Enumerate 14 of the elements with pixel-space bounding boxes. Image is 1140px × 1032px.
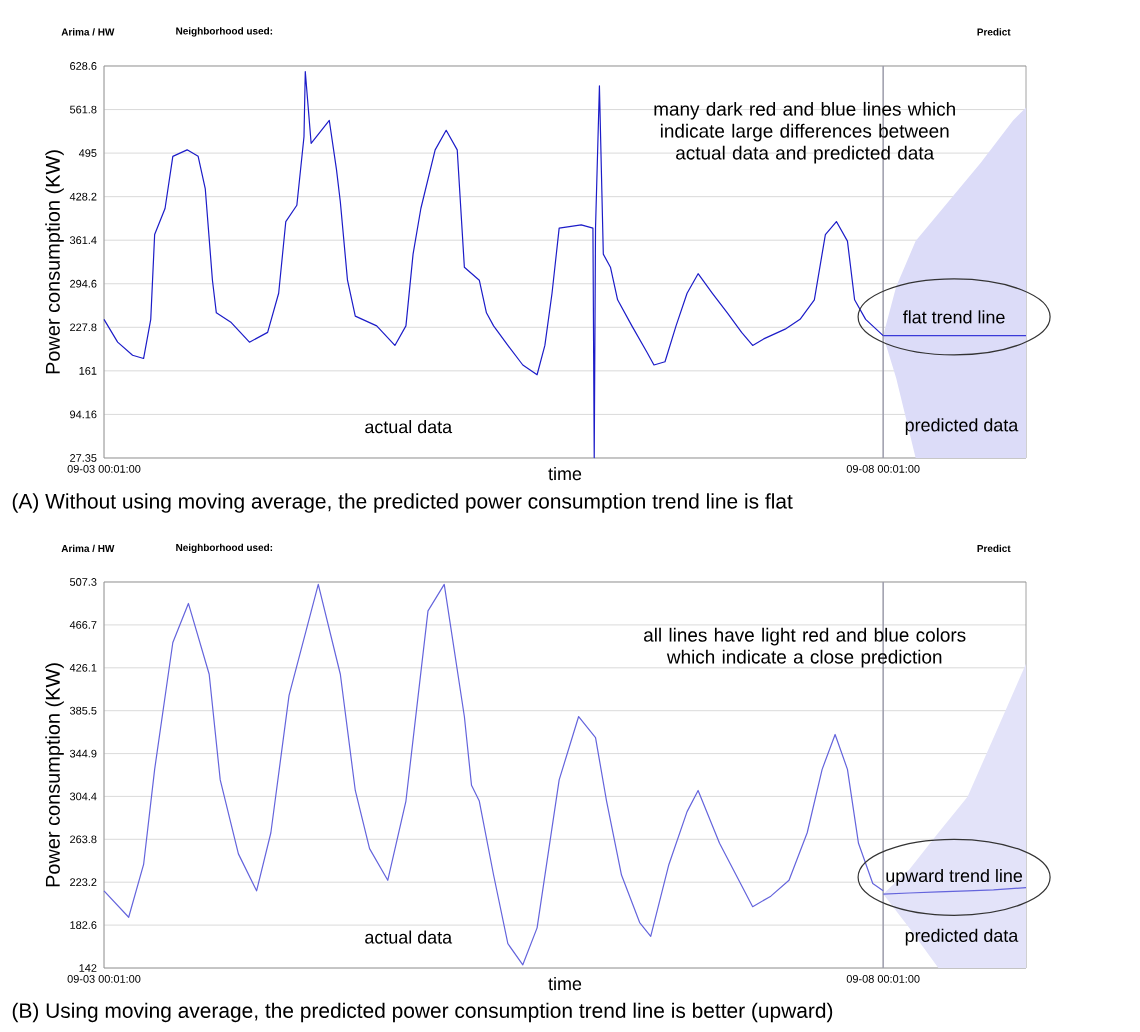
annotation: actual data [365,420,453,434]
annotation: many dark red and blue lines which indicate large differences between actual data and predicted data [654,101,955,164]
annotation: actual data [365,930,453,944]
annotation: upward trend line [886,868,1023,886]
text: (A) Without using moving average, the predicted power consumption trend line is flat [12,493,793,513]
annotation: predicted data [905,418,1019,435]
annotation: predicted data [905,928,1019,946]
text: (B) Using moving average, the predicted power consumption trend line is better (upward) [12,1002,833,1023]
x-axis-title: time [548,467,582,481]
y-axis-title: Power consumption (KW) [45,150,64,374]
annotation: flat trend line [903,310,1005,324]
y-axis-title: Power consumption (KW) [45,663,64,887]
annotation: all lines have light red and blue colors which indicate a close prediction [644,627,966,668]
x-axis-title: time [548,977,582,991]
